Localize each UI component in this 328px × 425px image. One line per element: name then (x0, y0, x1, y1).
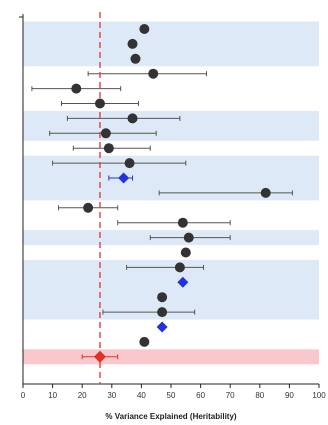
row-band (23, 259, 319, 320)
point-estimate (157, 292, 168, 303)
x-tick-label: 80 (255, 391, 264, 400)
x-tick-label: 60 (196, 391, 205, 400)
x-tick-label: 40 (137, 391, 146, 400)
point-estimate (130, 53, 141, 64)
point-estimate (157, 307, 168, 318)
point-estimate (139, 336, 150, 347)
meta-estimate-diamond (118, 172, 130, 184)
x-tick-label: 20 (78, 391, 87, 400)
x-tick-label: 50 (167, 391, 176, 400)
x-tick-labels: 0 10 20 30 40 50 60 70 80 90 100 (21, 391, 326, 400)
point-estimate (174, 262, 185, 273)
x-tick-label: 100 (312, 391, 326, 400)
meta-estimate-diamond (156, 321, 168, 333)
x-tick-label: 90 (285, 391, 294, 400)
x-axis-title: % Variance Explained (Heritability) (105, 412, 236, 421)
row-band (23, 21, 319, 67)
point-estimate (124, 158, 135, 169)
x-tick-label: 30 (107, 391, 116, 400)
point-estimate (127, 113, 138, 124)
point-estimate (148, 68, 159, 79)
data-points (71, 24, 271, 363)
point-estimate (83, 202, 94, 213)
point-estimate (100, 128, 111, 139)
point-estimate (139, 24, 150, 34)
point-estimate (71, 83, 82, 94)
point-estimate (260, 187, 271, 198)
x-tick-label: 70 (226, 391, 235, 400)
point-estimate (94, 98, 105, 109)
row-band (23, 155, 319, 201)
overall-estimate-diamond (93, 350, 106, 363)
x-tick-label: 0 (21, 391, 26, 400)
meta-estimate-diamond (177, 276, 189, 288)
point-estimate (103, 143, 114, 154)
x-tick-label: 10 (48, 391, 57, 400)
point-estimate (127, 38, 138, 49)
row-bands (23, 21, 319, 365)
point-estimate (177, 217, 188, 228)
x-axis (19, 14, 320, 388)
row-band (23, 110, 319, 141)
point-estimate (183, 232, 194, 243)
overall-band (23, 349, 319, 365)
point-estimate (180, 247, 191, 258)
